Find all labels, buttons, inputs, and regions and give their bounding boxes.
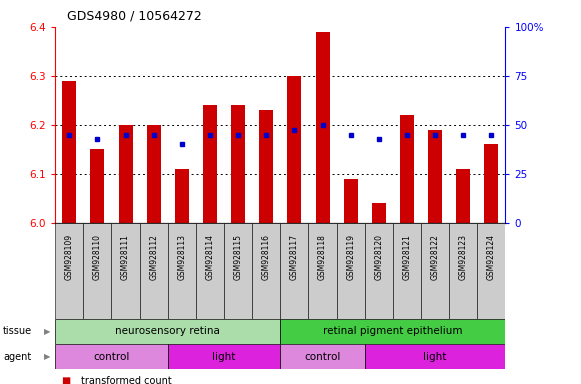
Text: transformed count: transformed count [81,376,172,384]
Text: GSM928112: GSM928112 [149,234,158,280]
Bar [55,223,83,319]
Bar [231,105,245,223]
Bar [119,125,132,223]
Text: GSM928114: GSM928114 [206,234,214,280]
Bar [365,344,505,369]
Bar [196,223,224,319]
Bar [280,344,365,369]
Bar [91,149,105,223]
Text: GDS4980 / 10564272: GDS4980 / 10564272 [67,10,202,23]
Bar [62,81,76,223]
Bar [203,105,217,223]
Text: GSM928119: GSM928119 [346,234,355,280]
Text: GSM928113: GSM928113 [177,234,187,280]
Bar [224,223,252,319]
Text: GSM928122: GSM928122 [431,234,440,280]
Bar [428,130,442,223]
Bar [280,223,309,319]
Bar [288,76,302,223]
Text: GSM928116: GSM928116 [262,234,271,280]
Text: agent: agent [3,352,31,362]
Text: light: light [213,352,236,362]
Bar [112,223,139,319]
Bar [421,223,449,319]
Bar [456,169,470,223]
Bar [365,223,393,319]
Bar [259,110,273,223]
Bar [280,319,505,344]
Bar [372,203,386,223]
Bar [336,223,365,319]
Text: GSM928124: GSM928124 [487,234,496,280]
Text: GSM928111: GSM928111 [121,234,130,280]
Text: GSM928115: GSM928115 [234,234,243,280]
Bar [449,223,478,319]
Bar [343,179,358,223]
Text: GSM928120: GSM928120 [374,234,383,280]
Text: GSM928123: GSM928123 [459,234,468,280]
Bar [55,319,280,344]
Text: GSM928117: GSM928117 [290,234,299,280]
Text: GSM928118: GSM928118 [318,234,327,280]
Text: tissue: tissue [3,326,32,336]
Text: ■: ■ [61,376,70,384]
Bar [55,344,168,369]
Bar [83,223,112,319]
Text: GSM928109: GSM928109 [64,234,74,280]
Bar [168,344,280,369]
Text: control: control [304,352,340,362]
Text: retinal pigment epithelium: retinal pigment epithelium [323,326,462,336]
Text: control: control [94,352,130,362]
Bar [478,223,505,319]
Bar [485,144,498,223]
Bar [146,125,161,223]
Bar [393,223,421,319]
Text: ▶: ▶ [44,327,50,336]
Bar [139,223,168,319]
Text: GSM928110: GSM928110 [93,234,102,280]
Bar [315,32,329,223]
Bar [252,223,280,319]
Bar [309,223,336,319]
Text: GSM928121: GSM928121 [403,234,411,280]
Bar [400,115,414,223]
Text: light: light [424,352,447,362]
Text: ▶: ▶ [44,353,50,361]
Text: neurosensory retina: neurosensory retina [115,326,220,336]
Bar [175,169,189,223]
Bar [168,223,196,319]
